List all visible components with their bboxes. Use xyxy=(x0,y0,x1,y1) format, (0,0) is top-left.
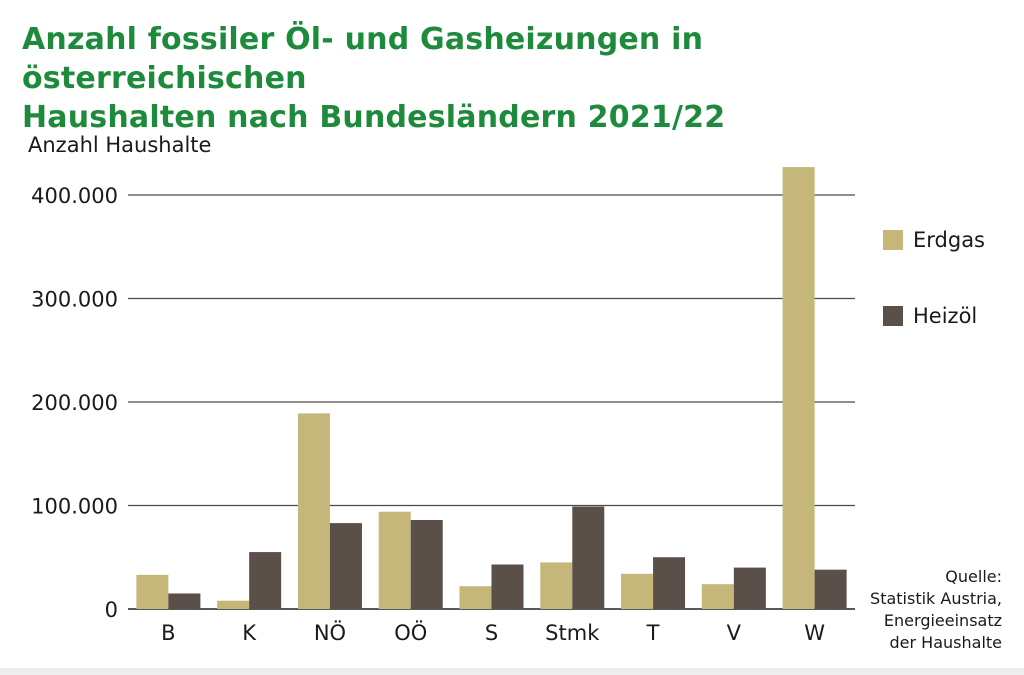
x-tick-label: K xyxy=(242,621,257,645)
legend-swatch-erdgas xyxy=(883,230,903,250)
bar-heizoel xyxy=(733,567,766,609)
bar-erdgas xyxy=(378,511,411,609)
bar-erdgas xyxy=(782,167,815,609)
x-tick-label: OÖ xyxy=(394,620,427,645)
bar-heizoel xyxy=(814,569,847,609)
source-line-3: Energieeinsatz xyxy=(883,611,1002,630)
chart-title: Anzahl fossiler Öl- und Gasheizungen in … xyxy=(22,20,982,137)
bottom-strip xyxy=(0,668,1024,675)
bar-erdgas xyxy=(621,573,654,609)
bar-erdgas xyxy=(540,562,573,609)
bar-heizoel xyxy=(653,557,686,609)
source-line-2: Statistik Austria, xyxy=(870,589,1002,608)
legend-swatch-heizoel xyxy=(883,306,903,326)
bar-heizoel xyxy=(249,552,282,609)
bar-erdgas xyxy=(217,600,250,609)
bar-heizoel xyxy=(329,523,362,609)
y-tick-label: 0 xyxy=(105,598,118,622)
x-tick-label: NÖ xyxy=(314,620,346,645)
x-tick-label: B xyxy=(161,621,175,645)
y-axis-label: Anzahl Haushalte xyxy=(28,133,212,157)
bar-erdgas xyxy=(459,586,492,609)
source-line-1: Quelle: xyxy=(945,567,1002,586)
source-line-4: der Haushalte xyxy=(889,633,1002,652)
x-tick-label: T xyxy=(646,621,660,645)
x-tick-label: V xyxy=(727,621,742,645)
bar-heizoel xyxy=(491,564,524,609)
legend-label-erdgas: Erdgas xyxy=(913,228,986,252)
bar-erdgas xyxy=(136,574,169,609)
y-tick-label: 100.000 xyxy=(31,495,118,519)
bar-erdgas xyxy=(701,584,734,609)
bar-heizoel xyxy=(410,519,443,609)
legend-label-heizoel: Heizöl xyxy=(913,304,978,328)
bar-heizoel xyxy=(572,506,605,609)
x-tick-label: Stmk xyxy=(545,621,600,645)
title-line-2: Haushalten nach Bundesländern 2021/22 xyxy=(22,100,726,135)
legend-item-heizoel: Heizöl xyxy=(883,304,977,328)
y-tick-label: 200.000 xyxy=(31,391,118,415)
y-tick-label: 400.000 xyxy=(31,184,118,208)
bar-erdgas xyxy=(297,413,330,609)
legend-item-erdgas: Erdgas xyxy=(883,228,985,252)
y-tick-label: 300.000 xyxy=(31,288,118,312)
x-tick-label: W xyxy=(804,621,825,645)
x-tick-label: S xyxy=(485,621,498,645)
source-note: Quelle: Statistik Austria, Energieeinsat… xyxy=(870,566,1002,654)
bar-heizoel xyxy=(168,593,201,609)
title-line-1: Anzahl fossiler Öl- und Gasheizungen in … xyxy=(22,22,704,96)
